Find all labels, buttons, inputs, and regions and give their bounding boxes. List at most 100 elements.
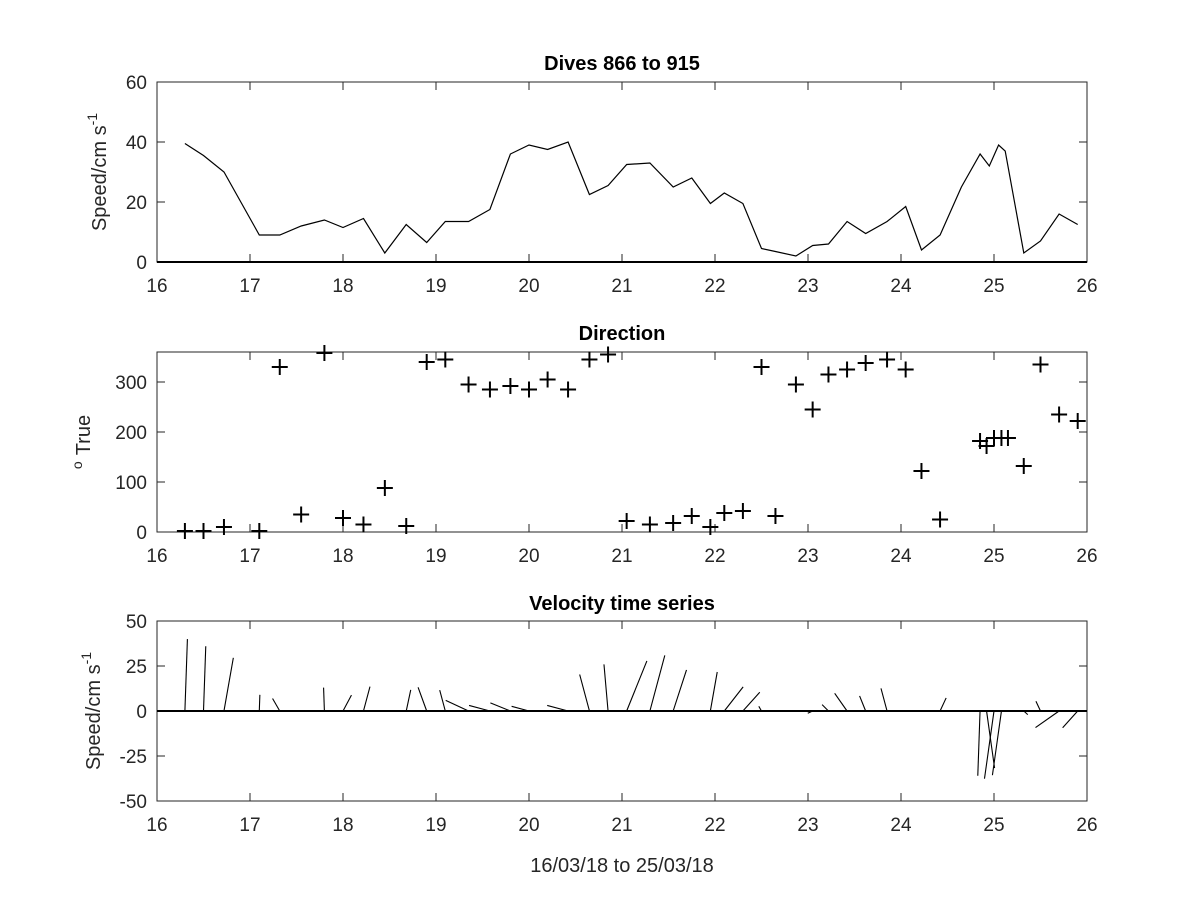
velocity-stick	[439, 689, 446, 712]
velocity-x-tick-label: 25	[983, 815, 1004, 836]
direction-x-tick-label: 24	[890, 546, 912, 567]
speed-x-tick-label: 19	[425, 276, 446, 297]
direction-point	[1032, 356, 1049, 373]
speed-panel-title: Dives 866 to 915	[544, 53, 700, 75]
speed-x-tick-label: 18	[332, 276, 353, 297]
velocity-stick	[649, 655, 666, 712]
direction-point	[581, 351, 598, 368]
direction-x-tick-label: 17	[239, 546, 260, 567]
direction-point	[641, 516, 658, 533]
velocity-x-tick-label: 20	[518, 815, 539, 836]
velocity-stick	[939, 697, 947, 712]
velocity-stick	[323, 687, 325, 712]
velocity-marks	[157, 639, 1087, 779]
velocity-stick	[468, 704, 491, 712]
direction-point	[460, 376, 477, 393]
direction-point	[293, 506, 310, 523]
velocity-stick	[880, 688, 888, 712]
direction-x-tick-label: 22	[704, 546, 725, 567]
direction-marks	[176, 345, 1086, 539]
speed-x-tick-label: 22	[704, 276, 725, 297]
velocity-stick	[445, 699, 469, 712]
velocity-y-ticks: -50 -25 0 25 50	[120, 612, 1087, 813]
x-axis-label: 16/03/18 to 25/03/18	[530, 855, 714, 877]
direction-x-tick-label: 23	[797, 546, 818, 567]
direction-point	[857, 355, 874, 371]
direction-point	[787, 376, 804, 393]
velocity-stick	[417, 687, 428, 712]
direction-point	[176, 523, 193, 539]
direction-y-ticks: 0 100 200 300	[115, 373, 1087, 544]
velocity-stick	[1035, 710, 1060, 728]
direction-y-axis-label: oTrue	[69, 415, 95, 469]
direction-y-tick-label: 300	[115, 373, 147, 394]
velocity-stick	[1023, 710, 1029, 716]
direction-point	[251, 523, 268, 539]
direction-point	[335, 510, 351, 526]
velocity-stick	[723, 686, 744, 712]
velocity-x-ticks: 16 17 18 19 20 21 22 23 24 25 26	[146, 621, 1098, 836]
direction-point	[418, 354, 435, 370]
direction-point	[437, 351, 454, 368]
direction-point	[539, 371, 556, 388]
velocity-panel-title: Velocity time series	[529, 593, 715, 615]
velocity-stick	[807, 710, 813, 714]
velocity-stick	[511, 705, 530, 712]
velocity-y-tick-label: 0	[136, 702, 147, 723]
direction-x-ticks: 16 17 18 19 20 21 22 23 24 25 26	[146, 352, 1098, 567]
velocity-x-tick-label: 17	[239, 815, 260, 836]
velocity-stick	[547, 704, 569, 712]
direction-point	[734, 503, 751, 519]
direction-y-tick-label: 200	[115, 423, 147, 444]
direction-point	[804, 401, 821, 418]
direction-point	[316, 345, 333, 361]
direction-x-tick-label: 18	[332, 546, 353, 567]
velocity-stick	[742, 691, 761, 712]
velocity-stick	[977, 710, 981, 776]
velocity-stick	[834, 692, 848, 712]
speed-y-tick-label: 20	[126, 193, 147, 214]
direction-point	[702, 519, 719, 535]
direction-point	[999, 430, 1016, 446]
velocity-stick	[184, 639, 188, 712]
velocity-stick	[223, 657, 234, 712]
velocity-stick	[202, 646, 207, 712]
velocity-stick	[991, 710, 1002, 776]
velocity-y-tick-label: -25	[120, 747, 147, 768]
speed-y-tick-label: 40	[126, 133, 147, 154]
direction-point	[683, 508, 700, 524]
direction-x-tick-label: 25	[983, 546, 1004, 567]
velocity-y-tick-label: -50	[120, 792, 147, 813]
velocity-x-tick-label: 21	[611, 815, 632, 836]
direction-point	[767, 508, 784, 524]
velocity-stick	[579, 674, 590, 712]
speed-axes-box	[156, 81, 1088, 263]
speed-x-tick-label: 25	[983, 276, 1004, 297]
direction-point	[753, 359, 770, 375]
speed-panel: Dives 866 to 915 16 17 18 19 20 21 22 23 24 25 26 …	[84, 53, 1098, 297]
direction-x-tick-label: 19	[425, 546, 446, 567]
speed-x-tick-label: 20	[518, 276, 539, 297]
direction-point	[1051, 406, 1068, 423]
speed-series-line	[184, 141, 1078, 257]
velocity-stick	[626, 660, 648, 712]
velocity-stick	[986, 710, 996, 769]
speed-marks	[157, 141, 1087, 263]
direction-panel-title: Direction	[579, 323, 666, 345]
direction-point	[271, 359, 288, 375]
speed-y-ticks: 0 20 40 60	[126, 73, 1087, 274]
velocity-y-tick-label: 50	[126, 612, 147, 633]
velocity-stick	[758, 706, 762, 712]
velocity-x-tick-label: 22	[704, 815, 725, 836]
velocity-panel: Velocity time series 16 17 18 19 20 21 22 23 24 2…	[78, 593, 1098, 836]
speed-x-tick-label: 26	[1076, 276, 1097, 297]
direction-point	[521, 381, 537, 398]
velocity-x-tick-label: 26	[1076, 815, 1097, 836]
direction-point	[195, 523, 212, 539]
direction-panel: Direction 16 17 18 19 20 21 22 23 24 25 26 0 100 200…	[69, 323, 1098, 567]
velocity-stick	[362, 686, 371, 712]
velocity-stick	[1062, 710, 1079, 729]
direction-point	[839, 361, 856, 378]
direction-point	[978, 438, 995, 454]
